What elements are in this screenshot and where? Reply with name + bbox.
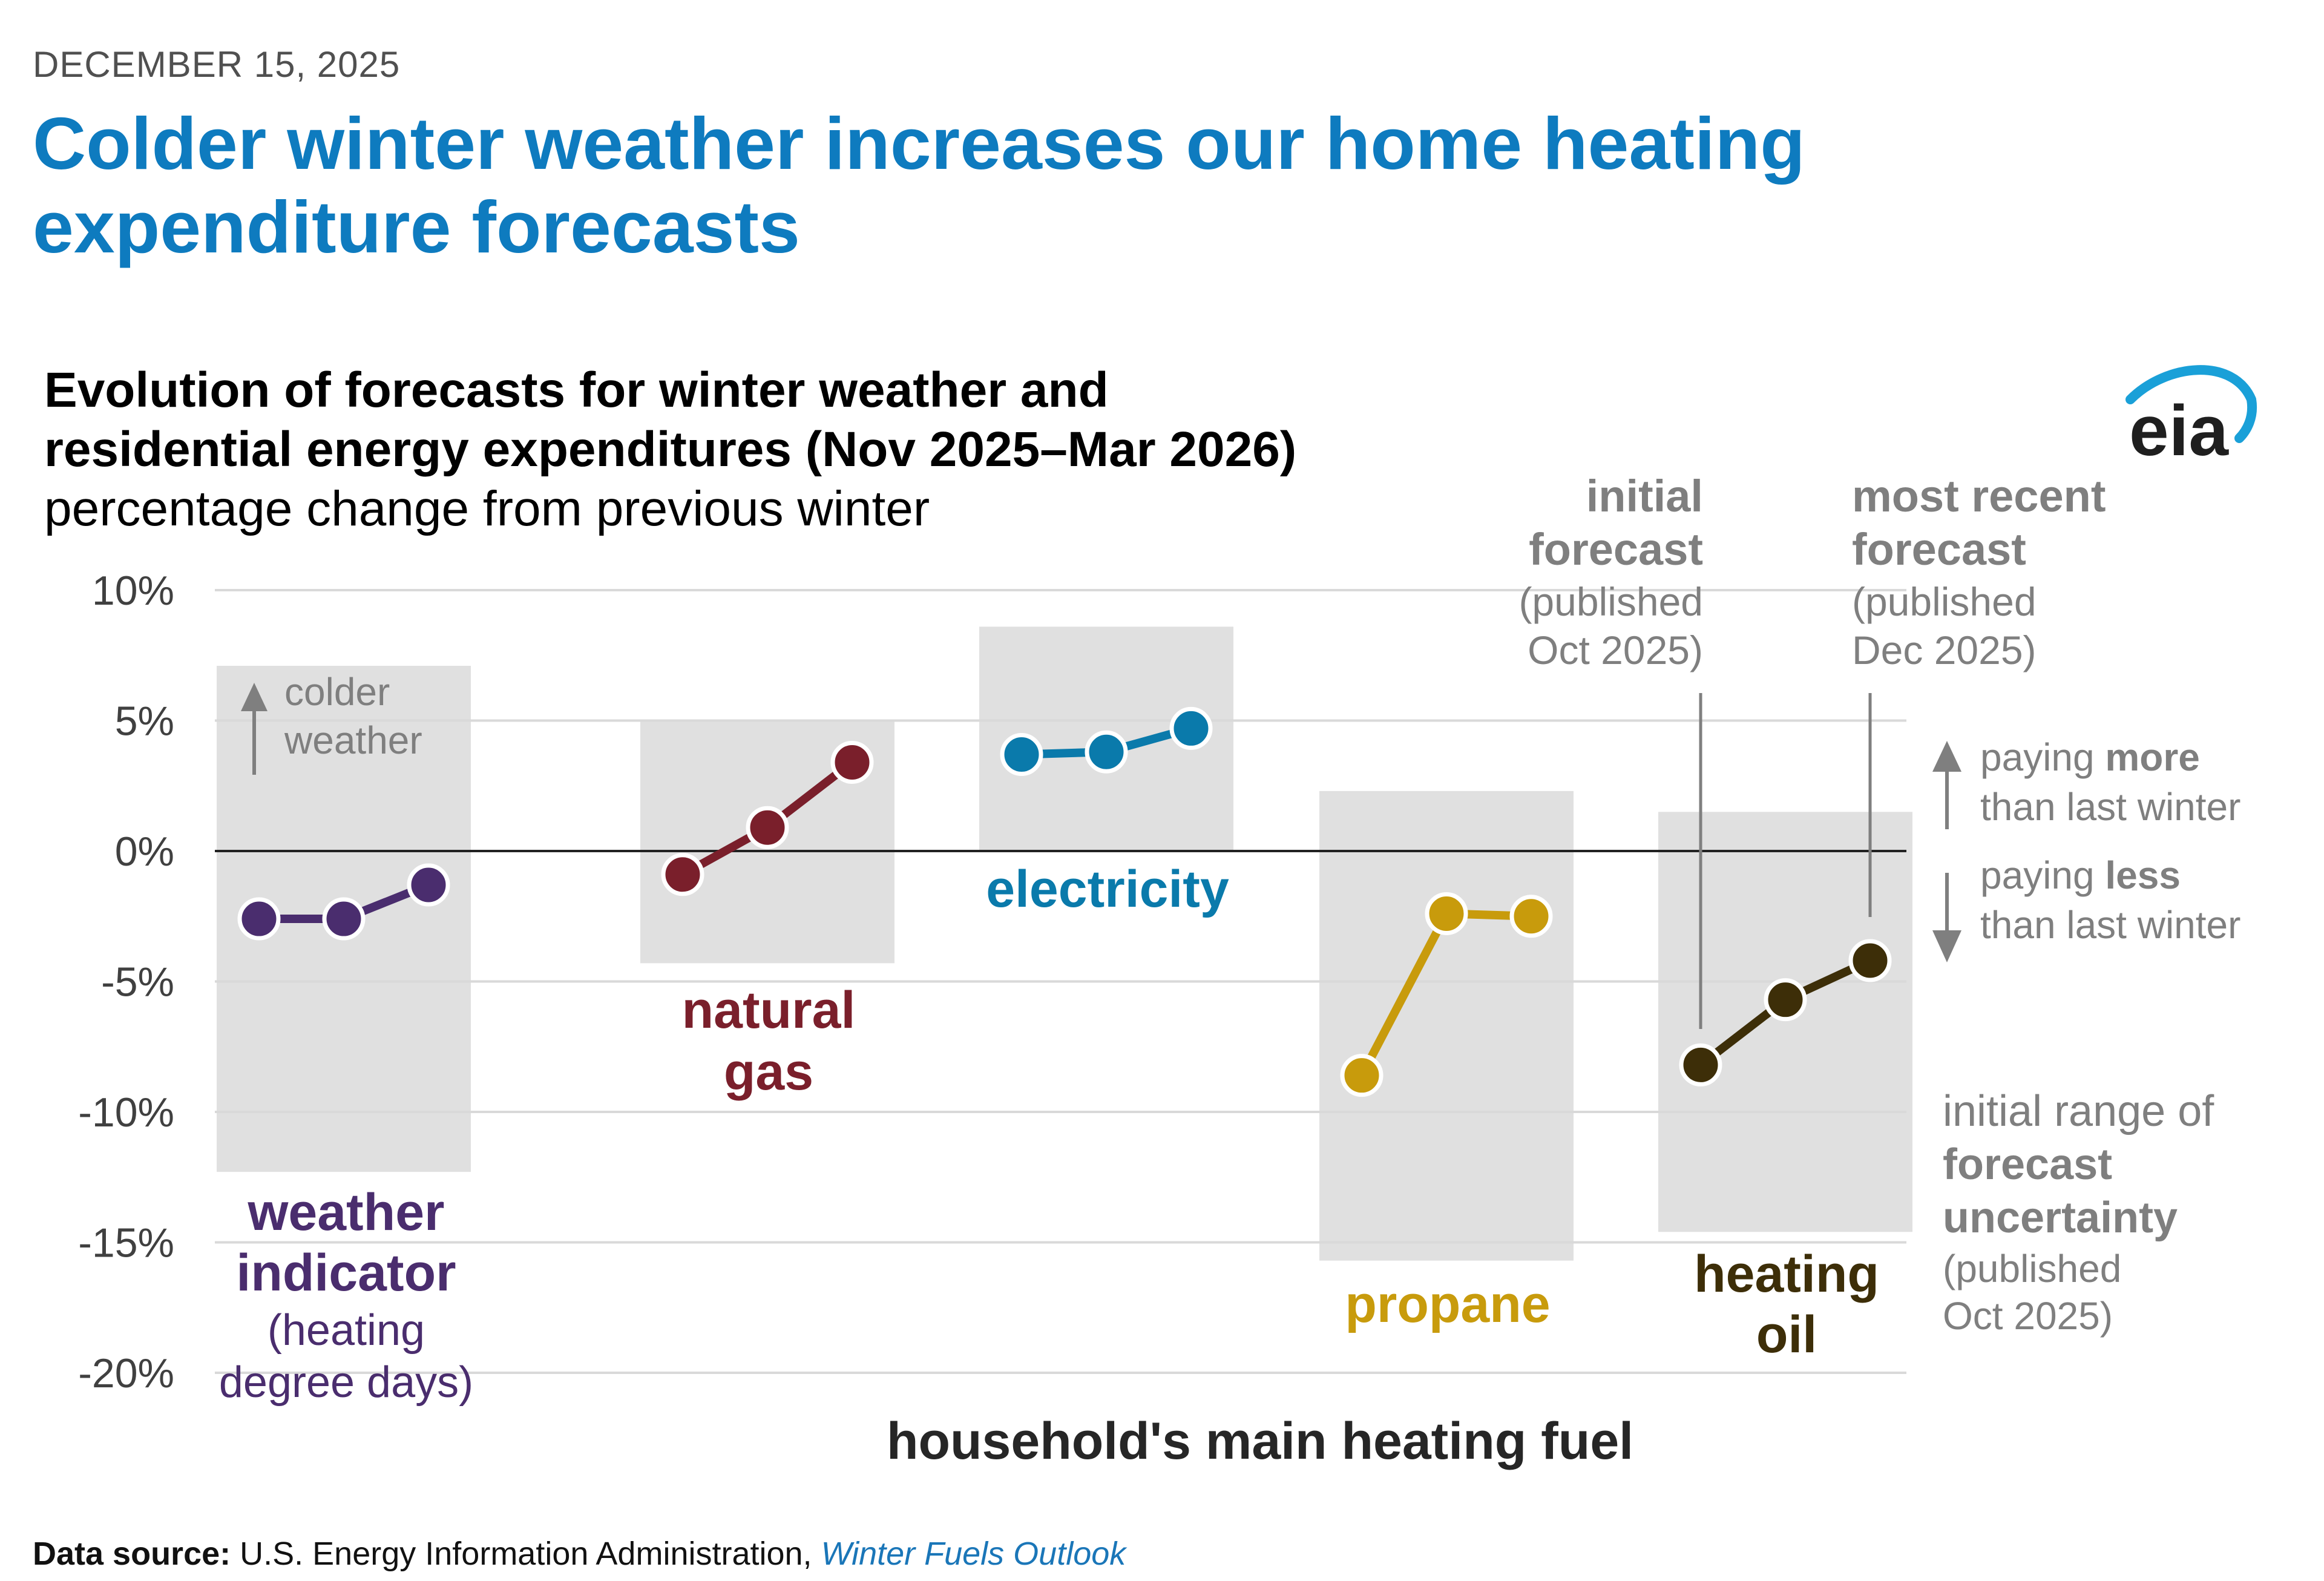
data-point bbox=[1848, 939, 1892, 982]
data-point bbox=[830, 740, 874, 784]
paying-more-note: than last winter bbox=[1980, 785, 2240, 829]
initial-forecast-published: (published bbox=[1518, 579, 1703, 624]
range-note: initial range of bbox=[1943, 1087, 2214, 1136]
y-tick-label: 10% bbox=[92, 568, 174, 614]
chart-subtitle: percentage change from previous winter bbox=[44, 481, 930, 536]
y-tick-label: -10% bbox=[78, 1090, 174, 1136]
page-title: Colder winter weather increases our home… bbox=[33, 102, 1805, 268]
data-point bbox=[1509, 895, 1553, 938]
data-point bbox=[407, 863, 450, 907]
colder-weather-note: colder bbox=[284, 670, 390, 714]
series-label: propane bbox=[1345, 1275, 1550, 1333]
y-tick-label: -5% bbox=[101, 959, 174, 1005]
data-source-label: Data source: bbox=[33, 1536, 231, 1572]
series-label: electricity bbox=[986, 860, 1229, 918]
initial-forecast-label: initial bbox=[1586, 471, 1703, 521]
y-tick-label: -15% bbox=[78, 1220, 174, 1266]
series-label: gas bbox=[724, 1043, 813, 1101]
chart-title-line1: Evolution of forecasts for winter weathe… bbox=[44, 363, 1109, 418]
range-note-published: Oct 2025) bbox=[1943, 1294, 2113, 1338]
y-tick-label: 5% bbox=[115, 698, 174, 744]
data-point bbox=[1000, 733, 1043, 777]
data-source-publication[interactable]: Winter Fuels Outlook bbox=[821, 1536, 1126, 1572]
series-label: natural bbox=[682, 981, 856, 1039]
range-note-published: (published bbox=[1943, 1247, 2121, 1290]
data-point bbox=[746, 806, 789, 849]
arrow-up-icon bbox=[1932, 741, 1961, 772]
series-label: heating bbox=[1694, 1245, 1879, 1303]
initial-forecast-label: forecast bbox=[1529, 524, 1703, 574]
publish-date: DECEMBER 15, 2025 bbox=[33, 44, 401, 85]
recent-forecast-published: Dec 2025) bbox=[1852, 628, 2037, 672]
data-point bbox=[1764, 978, 1807, 1022]
data-point bbox=[237, 897, 281, 941]
eia-logo-text: eia bbox=[2129, 391, 2229, 471]
recent-forecast-published: (published bbox=[1852, 579, 2037, 624]
data-point bbox=[1169, 706, 1213, 750]
series-sublabel: (heating bbox=[268, 1306, 425, 1355]
paying-less-note: paying less bbox=[1980, 853, 2181, 897]
series-sublabel: degree days) bbox=[219, 1358, 473, 1407]
colder-weather-note: weather bbox=[284, 718, 422, 762]
uncertainty-band-propane bbox=[1319, 790, 1574, 1261]
data-point bbox=[1425, 892, 1468, 935]
paying-less-note: than last winter bbox=[1980, 903, 2240, 947]
uncertainty-band-heating-oil bbox=[1658, 812, 1912, 1232]
series-label: indicator bbox=[236, 1244, 456, 1302]
data-source: Data source: U.S. Energy Information Adm… bbox=[33, 1535, 1126, 1573]
arrow-up-icon bbox=[241, 683, 268, 711]
paying-more-note: paying more bbox=[1980, 735, 2200, 779]
recent-forecast-label: forecast bbox=[1852, 524, 2026, 574]
data-source-org: U.S. Energy Information Administration, bbox=[240, 1536, 812, 1572]
data-point bbox=[1679, 1043, 1722, 1086]
range-note-bold: uncertainty bbox=[1943, 1194, 2178, 1242]
data-point bbox=[322, 897, 366, 941]
data-point bbox=[1340, 1054, 1384, 1097]
x-axis-label: household's main heating fuel bbox=[887, 1412, 1633, 1470]
range-note-bold: forecast bbox=[1943, 1140, 2112, 1189]
data-point bbox=[661, 853, 704, 896]
y-tick-label: 0% bbox=[115, 829, 174, 875]
series-label: weather bbox=[247, 1183, 444, 1241]
y-tick-label: -20% bbox=[78, 1350, 174, 1396]
recent-forecast-label: most recent bbox=[1852, 471, 2106, 521]
initial-forecast-published: Oct 2025) bbox=[1528, 628, 1703, 672]
data-point bbox=[1085, 730, 1128, 774]
arrow-down-icon bbox=[1932, 930, 1961, 962]
eia-logo: eia bbox=[2125, 365, 2257, 471]
chart-title-line2: residential energy expenditures (Nov 202… bbox=[44, 422, 1296, 477]
series-label: oil bbox=[1756, 1306, 1817, 1364]
